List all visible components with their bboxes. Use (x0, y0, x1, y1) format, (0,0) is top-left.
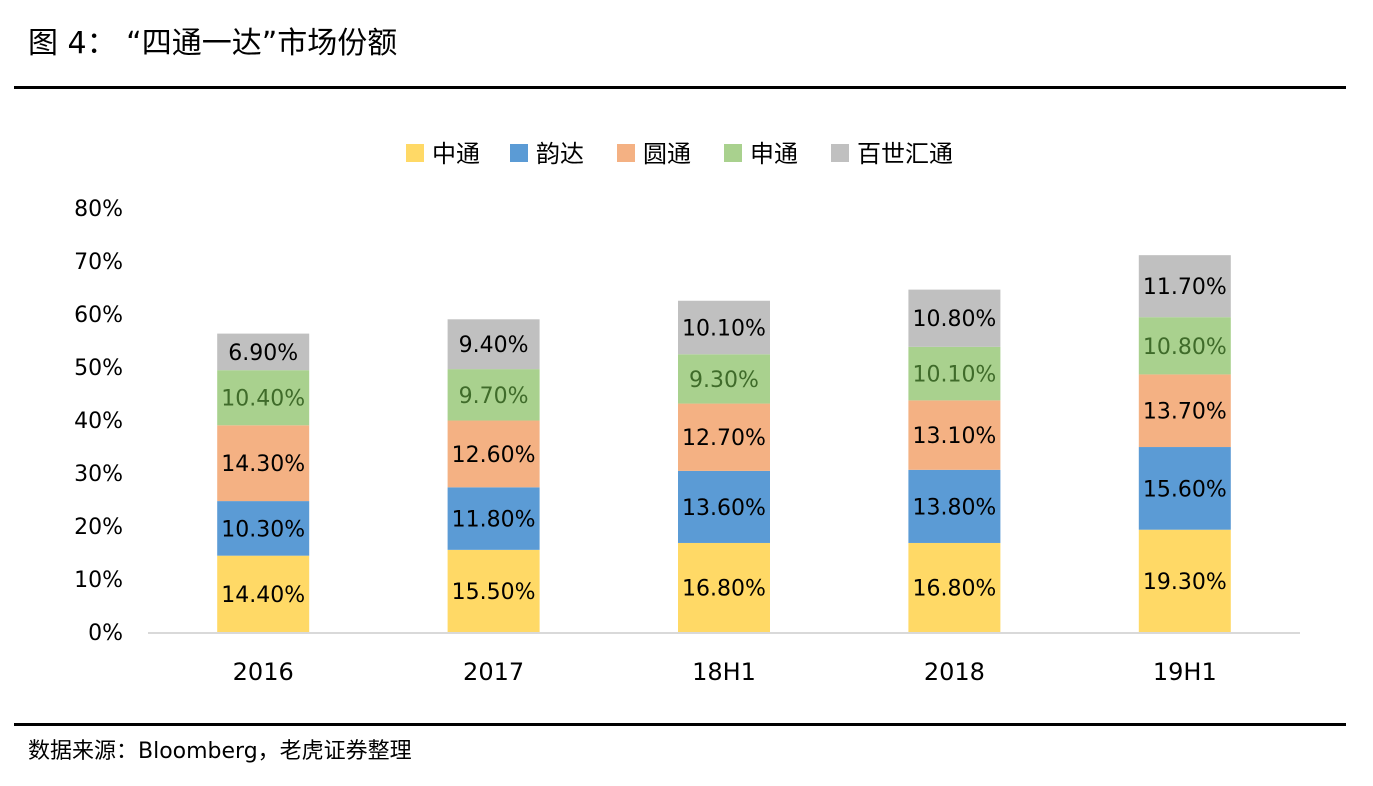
y-tick-label: 40% (74, 409, 123, 434)
legend-item-2: 韵达 (510, 140, 584, 168)
bar-segment (447, 319, 540, 370)
data-label: 14.40% (221, 583, 305, 608)
x-axis: 2016 2017 18H1 2018 19H1 (148, 632, 1300, 686)
bar-stacks: 14.40% 10.30% 14.30% 10.40% 6.90% 15.50% 11.80… (217, 255, 1231, 632)
bar-segment (1138, 374, 1231, 448)
bar-segment (908, 346, 1001, 401)
y-tick-label: 60% (74, 303, 123, 328)
data-label: 13.70% (1143, 400, 1227, 425)
legend-swatch (617, 144, 635, 162)
data-label: 11.80% (452, 508, 536, 533)
y-tick-label: 30% (74, 462, 123, 487)
bar-segment (217, 501, 310, 556)
figure-title: 图 4： “四通一达”市场份额 (28, 26, 398, 61)
chart-legend: 中通 韵达 圆通 申通 百世汇通 (406, 140, 953, 168)
data-label: 9.40% (459, 333, 529, 358)
legend-item-3: 圆通 (617, 140, 691, 168)
data-label: 13.80% (912, 495, 996, 520)
bar-segment (1138, 317, 1231, 375)
data-label: 13.10% (912, 424, 996, 449)
legend-label: 申通 (750, 140, 798, 168)
data-label: 12.70% (682, 426, 766, 451)
bar-stack-2018: 16.80% 13.80% 13.10% 10.10% 10.80% (908, 289, 1001, 632)
bar-stack-18H1: 16.80% 13.60% 12.70% 9.30% 10.10% (678, 300, 770, 632)
data-label: 16.80% (682, 576, 766, 601)
x-tick-label: 18H1 (692, 658, 756, 686)
data-label: 16.80% (912, 576, 996, 601)
data-label: 6.90% (228, 341, 298, 366)
bar-segment (678, 354, 770, 404)
legend-label: 圆通 (643, 140, 691, 168)
bar-segment (447, 549, 540, 632)
bar-stack-2016: 14.40% 10.30% 14.30% 10.40% 6.90% (217, 333, 310, 632)
bar-segment (1138, 529, 1231, 632)
data-label: 10.30% (221, 517, 305, 542)
bar-segment (1138, 447, 1231, 530)
y-tick-label: 70% (74, 250, 123, 275)
y-tick-label: 50% (74, 356, 123, 381)
data-label: 10.10% (912, 363, 996, 388)
bar-stack-19H1: 19.30% 15.60% 13.70% 10.80% 11.70% (1138, 255, 1231, 632)
legend-item-1: 中通 (406, 140, 480, 168)
data-label: 19.30% (1143, 570, 1227, 595)
data-label: 10.40% (221, 387, 305, 412)
data-label: 12.60% (452, 443, 536, 468)
data-label: 15.50% (452, 580, 536, 605)
source-note: 数据来源：Bloomberg，老虎证券整理 (28, 739, 412, 764)
x-tick-label: 2018 (924, 658, 985, 686)
y-tick-label: 20% (74, 515, 123, 540)
bar-stack-2017: 15.50% 11.80% 12.60% 9.70% 9.40% (447, 319, 540, 632)
bar-segment (217, 333, 310, 371)
legend-label: 百世汇通 (857, 140, 953, 168)
data-label: 10.80% (912, 307, 996, 332)
legend-label: 中通 (432, 140, 480, 168)
bar-segment (447, 369, 540, 421)
bar-segment (447, 487, 540, 550)
bar-segment (447, 420, 540, 488)
x-tick-label: 2016 (233, 658, 294, 686)
bottom-rule (14, 723, 1346, 726)
legend-swatch (406, 144, 424, 162)
legend-item-5: 百世汇通 (831, 140, 953, 168)
bar-segment (678, 542, 770, 632)
bar-segment (908, 289, 1001, 347)
legend-label: 韵达 (536, 140, 584, 168)
legend-swatch (831, 144, 849, 162)
data-label: 13.60% (682, 496, 766, 521)
bar-segment (217, 555, 310, 632)
data-label: 15.60% (1143, 477, 1227, 502)
data-label: 11.70% (1143, 275, 1227, 300)
data-label: 10.10% (682, 317, 766, 342)
data-label: 9.30% (689, 368, 759, 393)
y-axis: 0% 10% 20% 30% 40% 50% 60% 70% 80% (74, 197, 123, 646)
x-tick-label: 19H1 (1153, 658, 1217, 686)
bar-segment (678, 470, 770, 543)
data-label: 14.30% (221, 452, 305, 477)
legend-item-4: 申通 (724, 140, 798, 168)
data-label: 9.70% (459, 384, 529, 409)
bar-segment (908, 542, 1001, 632)
legend-swatch (510, 144, 528, 162)
stacked-bar-chart: 中通 韵达 圆通 申通 百世汇通 0%10%20%30%40%50%60%70%80% … (74, 140, 1300, 686)
x-tick-label: 2017 (463, 658, 524, 686)
legend-swatch (724, 144, 742, 162)
data-label: 10.80% (1143, 335, 1227, 360)
y-tick-label: 0% (88, 621, 123, 646)
bar-segment (678, 403, 770, 471)
bar-segment (908, 469, 1001, 543)
top-rule (14, 86, 1346, 89)
bar-segment (908, 400, 1001, 470)
bar-segment (217, 425, 310, 502)
bar-segment (1138, 255, 1231, 318)
bar-segment (217, 370, 310, 426)
y-tick-label: 10% (74, 568, 123, 593)
bar-segment (678, 300, 770, 355)
y-tick-label: 80% (74, 197, 123, 222)
